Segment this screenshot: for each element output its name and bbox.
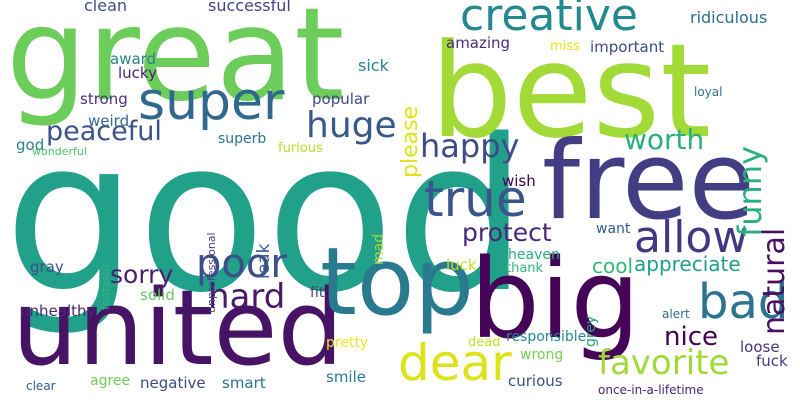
word-cool: cool (592, 254, 634, 278)
word-agree: agree (90, 373, 131, 389)
word-nice: nice (664, 322, 718, 352)
word-want: want (596, 221, 631, 237)
word-bad: bad (698, 274, 789, 330)
word-weird: weird (88, 112, 130, 130)
word-leak: leak (254, 243, 274, 279)
word-clean: clean (84, 0, 128, 15)
word-funny: funny (731, 145, 769, 237)
word-peaceful: peaceful (46, 116, 162, 147)
word-dear: dear (398, 334, 512, 392)
word-appreciate: appreciate (634, 252, 741, 276)
word-popular: popular (312, 90, 370, 108)
word-important: important (590, 38, 665, 56)
word-huge: huge (306, 105, 397, 146)
word-best: best (430, 15, 712, 167)
word-natural: natural (757, 227, 792, 335)
word-top: top (320, 228, 475, 337)
word-unprofessional: unprofessional (205, 232, 218, 313)
word-favorite: favorite (598, 343, 730, 383)
word-superb: superb (218, 131, 267, 147)
word-successful: successful (208, 0, 291, 15)
word-furious: furious (278, 141, 323, 156)
word-pretty: pretty (326, 335, 369, 351)
word-curious: curious (508, 372, 563, 390)
word-responsible: responsible (506, 329, 587, 345)
word-once-in-a-lifetime: once-in-a-lifetime (598, 383, 704, 397)
word-solid: solid (140, 286, 175, 304)
word-clear: clear (26, 379, 56, 393)
word-free: free (542, 119, 755, 244)
word-protect: protect (462, 218, 552, 247)
word-wonderful: wonderful (32, 145, 87, 158)
word-united: united (12, 267, 344, 389)
word-fit: fit (310, 285, 325, 301)
word-loose: loose (740, 338, 780, 356)
word-amazing: amazing (446, 34, 511, 52)
word-allow: allow (634, 212, 749, 263)
word-ridiculous: ridiculous (690, 8, 768, 27)
word-lucky: lucky (118, 64, 157, 82)
word-luck: luck (446, 256, 477, 274)
word-gray: gray (30, 258, 64, 276)
word-smart: smart (222, 374, 266, 392)
word-wrong: wrong (520, 347, 564, 363)
word-fantastic: fantastic (99, 262, 112, 310)
word-unhealthy: unhealthy (20, 302, 96, 320)
word-loyal: loyal (694, 85, 723, 99)
word-poor: poor (196, 241, 287, 287)
word-mad: mad (371, 233, 387, 265)
word-strong: strong (80, 90, 128, 108)
word-creative: creative (460, 0, 638, 41)
word-negative: negative (140, 374, 206, 392)
word-award: award (110, 50, 157, 68)
word-fuck: fuck (756, 352, 788, 370)
word-wish: wish (502, 172, 536, 190)
word-super: super (138, 72, 285, 132)
word-great: great (6, 0, 345, 130)
word-happy: happy (420, 127, 520, 165)
word-big: big (470, 235, 641, 363)
word-true: true (424, 170, 527, 228)
word-sick: sick (358, 56, 389, 75)
word-alert: alert (662, 307, 690, 321)
word-worth: worth (624, 123, 705, 156)
word-miss: miss (550, 39, 580, 54)
word-smile: smile (326, 368, 366, 386)
word-heaven: heaven (508, 247, 560, 263)
word-hard: hard (208, 277, 286, 317)
word-thank: thank (506, 261, 544, 276)
word-sorry: sorry (110, 260, 174, 289)
word-good: good (4, 94, 528, 339)
word-dead: dead (468, 335, 501, 350)
word-please: please (398, 105, 423, 178)
word-god: god (16, 136, 45, 154)
